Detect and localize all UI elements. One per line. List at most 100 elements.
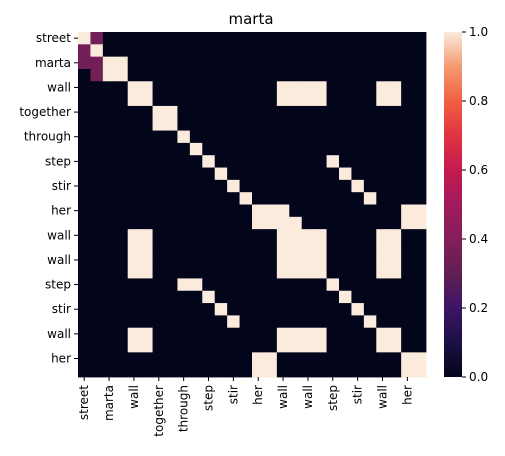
heatmap-cell (90, 167, 104, 181)
heatmap-cell (376, 44, 390, 58)
heatmap-cell (115, 32, 129, 45)
heatmap-cell (140, 81, 153, 95)
heatmap-cell (78, 352, 91, 366)
heatmap-cell (140, 130, 153, 144)
heatmap-cell (289, 81, 303, 95)
heatmap-cell (252, 81, 265, 95)
heatmap-cell (152, 68, 166, 82)
heatmap-cell (189, 352, 203, 366)
heatmap-cell (264, 278, 278, 292)
heatmap-cell (78, 315, 91, 329)
heatmap-cell (314, 167, 327, 181)
heatmap-cell (252, 32, 265, 45)
heatmap-cell (140, 241, 153, 255)
heatmap-cell (189, 68, 203, 82)
heatmap-cell (363, 290, 377, 304)
heatmap-cell (140, 327, 153, 341)
heatmap-cell (276, 142, 290, 156)
heatmap-cell (227, 93, 240, 107)
heatmap-cell (115, 93, 129, 107)
heatmap-cell (239, 253, 253, 267)
heatmap-cell (177, 241, 191, 255)
heatmap-cell (239, 56, 253, 70)
heatmap-cell (289, 179, 303, 193)
heatmap-cell (140, 216, 153, 230)
heatmap-cell (115, 142, 129, 156)
heatmap-cell (165, 241, 178, 255)
heatmap-cell (314, 179, 327, 193)
heatmap-cell (314, 93, 327, 107)
colorbar (444, 32, 462, 377)
heatmap-cell (301, 81, 315, 95)
heatmap-cell (289, 204, 303, 218)
heatmap-cell (413, 44, 427, 58)
heatmap-cell (78, 155, 91, 168)
heatmap-cell (102, 56, 116, 70)
heatmap-cell (140, 352, 153, 366)
heatmap-cell (152, 118, 166, 131)
heatmap-cell (314, 241, 327, 255)
heatmap-cell (351, 68, 365, 82)
heatmap-cell (376, 105, 390, 119)
heatmap-cell (177, 142, 191, 156)
heatmap-cell (314, 68, 327, 82)
heatmap-cell (227, 142, 240, 156)
heatmap-cell (301, 340, 315, 353)
heatmap-cell (152, 303, 166, 316)
heatmap-cell (388, 44, 402, 58)
heatmap-cell (388, 290, 402, 304)
heatmap-cell (289, 327, 303, 341)
heatmap-cell (351, 229, 365, 242)
heatmap-cell (351, 105, 365, 119)
heatmap-cell (165, 192, 178, 205)
heatmap-cell (376, 32, 390, 45)
heatmap-cell (227, 81, 240, 95)
heatmap-cell (177, 303, 191, 316)
heatmap-cell (177, 105, 191, 119)
heatmap-cell (127, 216, 141, 230)
heatmap-cell (90, 179, 104, 193)
heatmap-cell (289, 118, 303, 131)
heatmap-cell (388, 327, 402, 341)
heatmap-cell (301, 303, 315, 316)
heatmap-cell (239, 44, 253, 58)
heatmap-cell (388, 105, 402, 119)
heatmap-cell (152, 364, 166, 378)
heatmap-cell (239, 68, 253, 82)
heatmap-cell (115, 155, 129, 168)
heatmap-cell (413, 340, 427, 353)
heatmap-cell (115, 130, 129, 144)
heatmap-cell (227, 278, 240, 292)
heatmap-cell (264, 118, 278, 131)
heatmap-cell (252, 155, 265, 168)
heatmap-cell (289, 105, 303, 119)
heatmap-cell (363, 340, 377, 353)
heatmap-cell (413, 315, 427, 329)
heatmap-cell (102, 179, 116, 193)
heatmap-cell (376, 167, 390, 181)
heatmap-cell (289, 229, 303, 242)
heatmap-cell (177, 229, 191, 242)
heatmap-cell (115, 81, 129, 95)
heatmap-cell (115, 303, 129, 316)
heatmap-cell (152, 81, 166, 95)
heatmap-cell (413, 192, 427, 205)
heatmap-cell (363, 142, 377, 156)
heatmap-cell (413, 167, 427, 181)
heatmap-cell (202, 241, 216, 255)
heatmap-cell (339, 327, 352, 341)
heatmap-cell (351, 167, 365, 181)
heatmap-cell (165, 32, 178, 45)
heatmap-cell (376, 241, 390, 255)
heatmap-cell (339, 241, 352, 255)
heatmap-cell (363, 118, 377, 131)
heatmap-cell (165, 155, 178, 168)
heatmap-cell (376, 192, 390, 205)
heatmap-cell (189, 290, 203, 304)
heatmap-cell (165, 93, 178, 107)
heatmap-cell (78, 303, 91, 316)
heatmap-cell (214, 229, 228, 242)
heatmap-cell (189, 241, 203, 255)
heatmap-cell (252, 105, 265, 119)
x-tick-label: wall (376, 385, 390, 409)
